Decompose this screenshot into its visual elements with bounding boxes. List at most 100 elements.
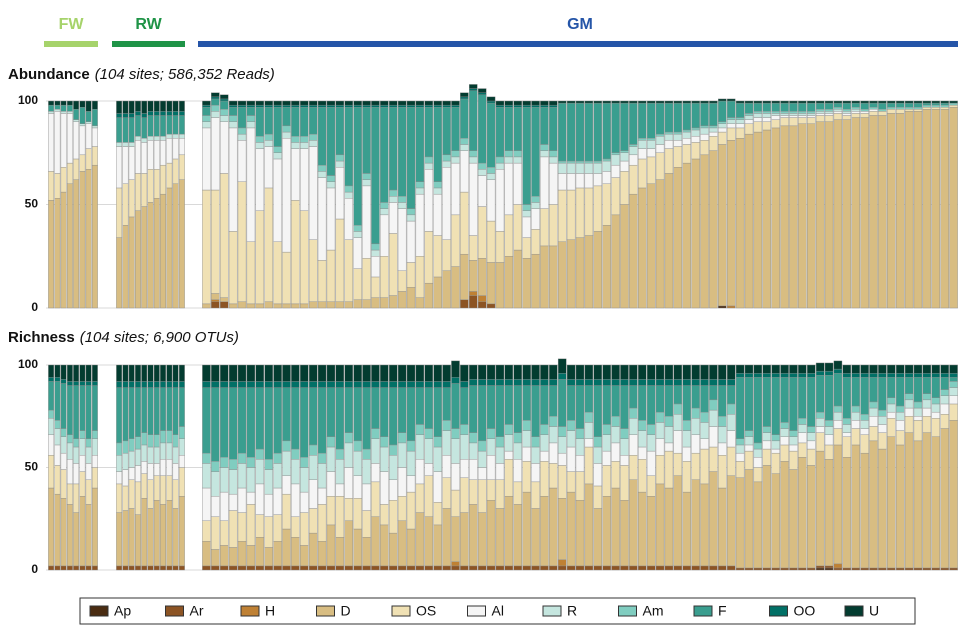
bar-segment bbox=[353, 565, 362, 571]
bar-segment bbox=[388, 381, 398, 388]
bar-segment bbox=[940, 567, 949, 571]
bar-segment bbox=[237, 463, 247, 489]
bar-segment bbox=[664, 131, 674, 135]
bar-segment bbox=[709, 409, 718, 427]
bar-segment bbox=[211, 387, 220, 462]
bar-segment bbox=[60, 383, 67, 429]
bar-segment bbox=[147, 111, 154, 116]
bar-segment bbox=[486, 167, 496, 174]
bar-segment bbox=[128, 179, 135, 218]
bar-segment bbox=[335, 459, 345, 485]
bar-segment bbox=[513, 156, 522, 164]
bar-segment bbox=[424, 169, 434, 232]
bar-segment bbox=[904, 567, 914, 571]
bar-segment bbox=[584, 102, 594, 162]
bar-segment bbox=[255, 303, 265, 309]
bar-segment bbox=[531, 253, 540, 309]
bar-segment bbox=[344, 520, 353, 567]
bar-segment bbox=[415, 424, 425, 435]
bar-segment bbox=[211, 471, 220, 497]
bar-segment bbox=[904, 373, 914, 378]
bar-segment bbox=[629, 565, 638, 571]
bar-segment bbox=[424, 428, 434, 439]
bar-segment bbox=[540, 450, 549, 462]
y-tick-label: 0 bbox=[31, 300, 38, 314]
bar-segment bbox=[353, 387, 362, 442]
bar-segment bbox=[691, 418, 700, 435]
bar-segment bbox=[85, 446, 92, 464]
bar-segment bbox=[495, 156, 505, 164]
bar-segment bbox=[160, 100, 166, 112]
bar-segment bbox=[869, 401, 878, 409]
bar-segment bbox=[160, 193, 166, 309]
bar-segment bbox=[335, 167, 345, 220]
bar-segment bbox=[566, 420, 576, 431]
bar-segment bbox=[433, 387, 442, 437]
bar-segment bbox=[922, 364, 932, 374]
bar-segment bbox=[620, 465, 629, 501]
bar-segment bbox=[153, 100, 160, 112]
bar-segment bbox=[513, 379, 522, 386]
bar-segment bbox=[646, 434, 656, 452]
bar-segment bbox=[931, 364, 941, 374]
bar-segment bbox=[513, 162, 522, 205]
bar-segment bbox=[718, 442, 727, 456]
bar-segment bbox=[273, 303, 282, 309]
bar-segment bbox=[442, 270, 451, 309]
bar-segment bbox=[735, 373, 745, 378]
bar-segment bbox=[344, 364, 353, 382]
bar-segment bbox=[842, 436, 852, 458]
bar-segment bbox=[178, 467, 185, 497]
bar-segment bbox=[135, 135, 141, 141]
bar-segment bbox=[406, 387, 416, 442]
bar-segment bbox=[913, 102, 923, 108]
bar-segment bbox=[128, 467, 135, 481]
bar-segment bbox=[433, 235, 442, 278]
bar-segment bbox=[620, 102, 629, 151]
bar-segment bbox=[913, 401, 923, 409]
bar-segment bbox=[557, 436, 567, 454]
bar-segment bbox=[833, 405, 843, 413]
bar-segment bbox=[842, 567, 852, 571]
bar-segment bbox=[344, 104, 353, 108]
bar-segment bbox=[931, 107, 941, 110]
bar-segment bbox=[638, 446, 647, 460]
bar-segment bbox=[362, 185, 371, 259]
bar-segment bbox=[54, 493, 61, 567]
bar-segment bbox=[869, 111, 878, 116]
bar-segment bbox=[442, 565, 451, 571]
bar-segment bbox=[317, 565, 327, 571]
bar-segment bbox=[228, 115, 238, 122]
bar-segment bbox=[147, 463, 154, 480]
bar-segment bbox=[513, 432, 522, 444]
bar-segment bbox=[726, 414, 736, 431]
bar-segment bbox=[477, 364, 487, 380]
bar-segment bbox=[593, 508, 603, 567]
bar-segment bbox=[549, 565, 558, 571]
bar-segment bbox=[664, 379, 674, 386]
bar-segment bbox=[726, 100, 736, 118]
bar-segment bbox=[735, 567, 745, 571]
bar-segment bbox=[522, 565, 531, 571]
bar-segment bbox=[282, 565, 291, 571]
bar-segment bbox=[147, 387, 154, 435]
panel-subtitle: (104 sites; 6,900 OTUs) bbox=[80, 329, 239, 346]
bar-segment bbox=[860, 100, 869, 104]
bar-segment bbox=[246, 303, 256, 309]
bar-segment bbox=[326, 187, 336, 251]
bar-segment bbox=[753, 448, 763, 458]
bar-segment bbox=[540, 150, 549, 158]
bar-segment bbox=[406, 287, 416, 309]
bar-segment bbox=[469, 364, 478, 380]
bar-segment bbox=[388, 100, 398, 106]
bar-segment bbox=[147, 565, 154, 571]
bar-segment bbox=[202, 303, 211, 309]
bar-segment bbox=[469, 479, 478, 505]
bar-segment bbox=[887, 397, 896, 405]
bar-segment bbox=[300, 491, 309, 513]
bar-segment bbox=[178, 111, 185, 116]
bar-segment bbox=[709, 446, 718, 472]
bar-segment bbox=[602, 160, 611, 172]
bar-segment bbox=[798, 567, 807, 571]
bar-segment bbox=[940, 107, 949, 110]
